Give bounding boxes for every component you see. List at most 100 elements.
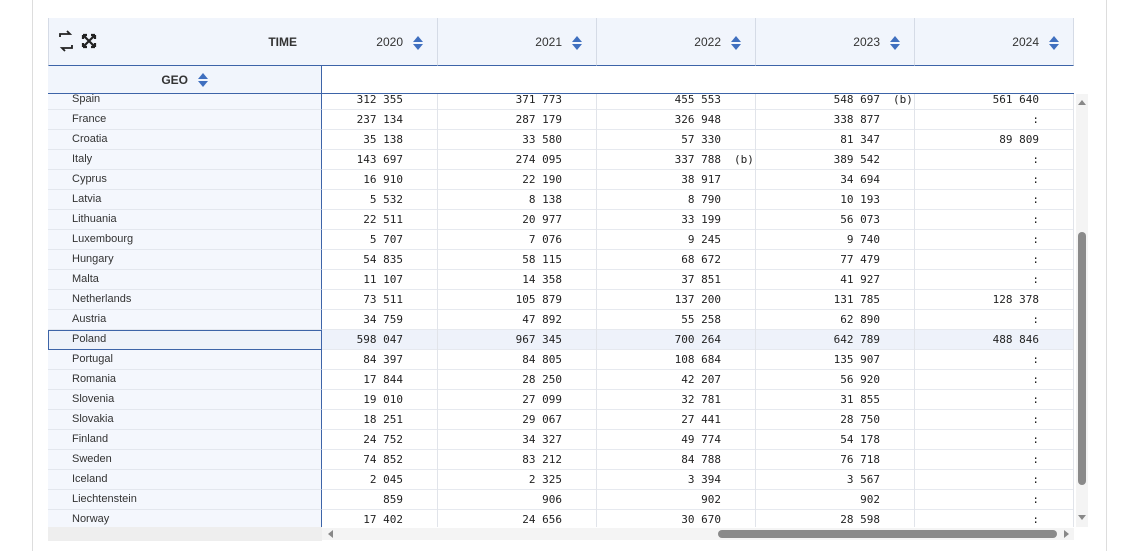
geo-name: Portugal bbox=[72, 353, 113, 365]
year-header-cell bbox=[915, 18, 1074, 66]
cell-value: 137 200 bbox=[674, 293, 721, 306]
cell-value: 2 325 bbox=[528, 473, 562, 486]
cell-value: 68 672 bbox=[681, 253, 721, 266]
col-divider bbox=[755, 94, 756, 110]
geo-name: France bbox=[72, 113, 107, 125]
sort-icon[interactable] bbox=[1048, 35, 1060, 51]
col-divider bbox=[596, 370, 597, 390]
cell-value: : bbox=[1032, 513, 1039, 526]
geo-name: Hungary bbox=[72, 253, 114, 265]
col-divider bbox=[755, 430, 756, 450]
cell-value: 73 511 bbox=[363, 293, 403, 306]
col-divider bbox=[914, 350, 915, 370]
geo-cell bbox=[48, 270, 322, 290]
cell-value: 371 773 bbox=[515, 94, 562, 106]
year-label[interactable]: 2021 bbox=[535, 35, 562, 49]
cell-value: 128 378 bbox=[992, 293, 1039, 306]
col-divider bbox=[437, 270, 438, 290]
cell-value: 906 bbox=[542, 493, 562, 506]
cell-value: 700 264 bbox=[674, 333, 721, 346]
sort-icon[interactable] bbox=[571, 35, 583, 51]
geo-cell bbox=[48, 370, 322, 390]
year-label[interactable]: 2024 bbox=[1012, 35, 1039, 49]
cell-value: 7 076 bbox=[528, 233, 562, 246]
col-divider bbox=[437, 410, 438, 430]
geo-name: Iceland bbox=[72, 473, 108, 485]
col-divider bbox=[596, 390, 597, 410]
col-divider bbox=[914, 490, 915, 510]
geo-cell bbox=[48, 290, 322, 310]
col-divider bbox=[914, 170, 915, 190]
sort-icon[interactable] bbox=[412, 35, 424, 51]
sort-icon[interactable] bbox=[730, 35, 742, 51]
cell-value: 337 788 bbox=[674, 153, 721, 166]
col-divider bbox=[437, 150, 438, 170]
cell-value: 49 774 bbox=[681, 433, 721, 446]
col-divider bbox=[437, 250, 438, 270]
col-divider bbox=[755, 330, 756, 350]
col-divider bbox=[437, 110, 438, 130]
cell-value: 42 207 bbox=[681, 373, 721, 386]
year-label[interactable]: 2022 bbox=[694, 35, 721, 49]
col-divider bbox=[755, 390, 756, 410]
cell-value: 62 890 bbox=[840, 313, 880, 326]
cell-value: 3 394 bbox=[687, 473, 721, 486]
col-divider bbox=[914, 450, 915, 470]
col-divider bbox=[914, 470, 915, 490]
cell-value: 30 670 bbox=[681, 513, 721, 526]
col-divider bbox=[914, 94, 915, 110]
col-divider bbox=[1073, 210, 1074, 230]
year-header-cell bbox=[438, 18, 597, 66]
col-divider bbox=[914, 270, 915, 290]
year-label[interactable]: 2020 bbox=[376, 35, 403, 49]
table-header: TIME GEO 2020 2021 2022 2023 2024 bbox=[48, 18, 1074, 94]
time-label: TIME bbox=[268, 35, 297, 49]
col-divider bbox=[755, 510, 756, 527]
geo-name: Finland bbox=[72, 433, 109, 445]
cell-value: 2 045 bbox=[369, 473, 403, 486]
col-divider bbox=[437, 470, 438, 490]
sort-icon[interactable] bbox=[197, 72, 209, 88]
geo-name: Latvia bbox=[72, 193, 102, 205]
cell-value: : bbox=[1032, 373, 1039, 386]
col-divider bbox=[755, 110, 756, 130]
cell-value: 38 917 bbox=[681, 173, 721, 186]
cell-value: 561 640 bbox=[992, 94, 1039, 106]
cell-value: 10 193 bbox=[840, 193, 880, 206]
col-divider bbox=[596, 250, 597, 270]
col-divider bbox=[914, 410, 915, 430]
cell-value: 105 879 bbox=[515, 293, 562, 306]
cell-value: 37 851 bbox=[681, 273, 721, 286]
cell-value: : bbox=[1032, 153, 1039, 166]
cell-value: 34 694 bbox=[840, 173, 880, 186]
sort-icon[interactable] bbox=[889, 35, 901, 51]
year-label[interactable]: 2023 bbox=[853, 35, 880, 49]
cell-value: 16 910 bbox=[363, 173, 403, 186]
cell-value: 9 740 bbox=[846, 233, 880, 246]
cell-value: 24 752 bbox=[363, 433, 403, 446]
col-divider bbox=[1073, 510, 1074, 527]
geo-cell bbox=[48, 210, 322, 230]
col-divider bbox=[596, 190, 597, 210]
col-divider bbox=[437, 390, 438, 410]
geo-cell bbox=[48, 490, 322, 510]
cell-value: 598 047 bbox=[356, 333, 403, 346]
cell-value: 389 542 bbox=[833, 153, 880, 166]
col-divider bbox=[596, 94, 597, 110]
geo-cell bbox=[48, 150, 322, 170]
col-divider bbox=[437, 170, 438, 190]
cell-flag: (b) bbox=[734, 153, 754, 166]
geo-name: Malta bbox=[72, 273, 99, 285]
geo-header-cell bbox=[48, 66, 322, 94]
col-divider bbox=[755, 470, 756, 490]
cell-value: 27 441 bbox=[681, 413, 721, 426]
cell-value: 3 567 bbox=[846, 473, 880, 486]
cell-value: : bbox=[1032, 313, 1039, 326]
col-divider bbox=[437, 210, 438, 230]
col-divider bbox=[437, 230, 438, 250]
cell-value: 54 835 bbox=[363, 253, 403, 266]
col-divider bbox=[755, 170, 756, 190]
col-divider bbox=[914, 430, 915, 450]
col-divider bbox=[1073, 230, 1074, 250]
col-divider bbox=[1073, 290, 1074, 310]
